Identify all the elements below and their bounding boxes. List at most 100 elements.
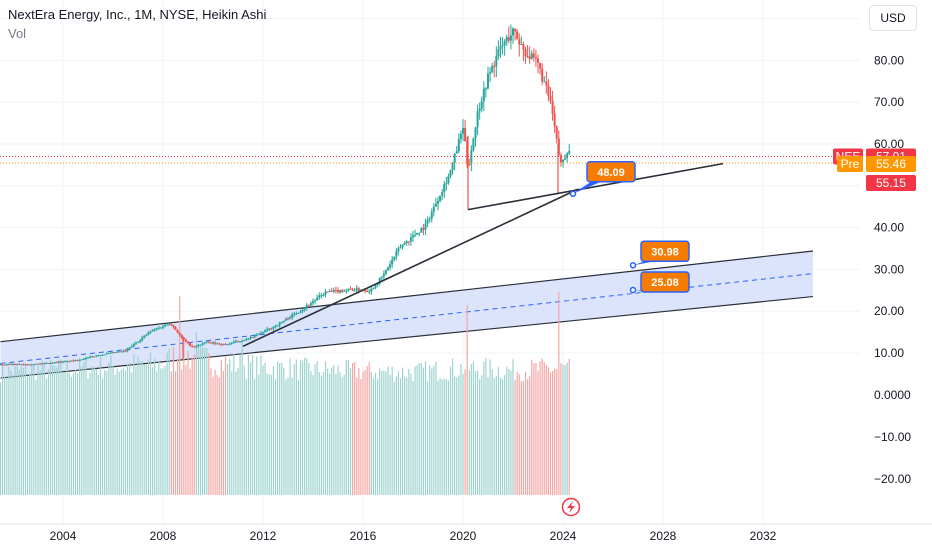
volume-bar xyxy=(337,365,339,495)
candle-body xyxy=(262,332,264,334)
candle-body xyxy=(557,138,560,156)
volume-bar xyxy=(129,362,131,495)
candle-body xyxy=(149,331,152,333)
price-tick-label: 10.00 xyxy=(874,346,904,360)
candle-body xyxy=(299,311,302,313)
channel-lower-line[interactable] xyxy=(0,295,814,379)
candle-body xyxy=(391,259,394,265)
volume-bar xyxy=(304,357,306,495)
candle-body xyxy=(387,267,389,271)
volume-bar xyxy=(110,355,112,495)
volume-bar xyxy=(72,373,75,495)
volume-bar xyxy=(329,373,331,495)
trendline[interactable] xyxy=(242,188,579,348)
volume-bar xyxy=(335,374,337,495)
price-tick-label: 80.00 xyxy=(874,53,904,67)
candle-body xyxy=(218,343,221,345)
volume-bar xyxy=(408,368,410,495)
trendlines[interactable] xyxy=(242,162,724,348)
volume-bar xyxy=(124,370,127,495)
volume-bar xyxy=(566,362,568,495)
candle-body xyxy=(439,195,442,202)
price-callout[interactable]: 30.98 xyxy=(629,240,690,269)
channel-mid-line[interactable] xyxy=(0,273,814,364)
callout-pointer xyxy=(633,261,655,266)
candle-body xyxy=(353,290,356,292)
volume-bar xyxy=(104,370,106,495)
volume-bar xyxy=(187,351,189,495)
volume-bar xyxy=(24,363,27,495)
volume-bar xyxy=(141,361,143,495)
candle-body xyxy=(234,341,237,343)
price-callouts[interactable]: 48.09 30.98 25.08 xyxy=(569,161,690,294)
candle-body xyxy=(505,37,508,42)
volume-bar xyxy=(85,358,87,495)
candle-body xyxy=(443,184,446,193)
volume-bar xyxy=(16,365,18,495)
candle-body xyxy=(326,291,329,293)
candle-body xyxy=(493,65,496,67)
candle-body xyxy=(45,362,48,364)
candle-body xyxy=(482,88,485,102)
candle-body xyxy=(355,288,358,291)
channel-upper-line[interactable] xyxy=(0,250,814,343)
candle-body xyxy=(237,341,239,343)
volume-bar xyxy=(160,368,162,495)
volume-bar xyxy=(556,368,558,495)
time-axis[interactable]: 2004 2008 2012 2016 2020 2024 2028 2032 xyxy=(0,523,932,543)
candle-body xyxy=(374,284,377,289)
volume-bar xyxy=(10,370,12,495)
candle-body xyxy=(537,58,539,63)
candle-body xyxy=(47,362,50,364)
price-callout[interactable]: 48.09 xyxy=(569,161,636,198)
volume-bar xyxy=(106,370,108,495)
candle-body xyxy=(491,65,494,73)
callout-label: 48.09 xyxy=(597,167,625,179)
candle-body xyxy=(293,313,296,315)
trendline[interactable] xyxy=(467,162,724,211)
volume-bar xyxy=(164,365,166,495)
currency-button[interactable]: USD xyxy=(869,5,917,31)
lightning-icon[interactable] xyxy=(561,497,581,517)
candle-body xyxy=(516,31,519,40)
candle-body xyxy=(543,81,546,83)
candle-body xyxy=(203,342,206,344)
candle-body xyxy=(287,318,289,320)
candle-body xyxy=(249,337,252,339)
volume-bar xyxy=(270,374,272,495)
candle-body xyxy=(332,290,335,292)
volume-bar xyxy=(224,356,227,495)
candle-body xyxy=(509,35,512,41)
price-callout[interactable]: 25.08 xyxy=(629,271,690,294)
candle-body xyxy=(307,305,310,307)
volume-bar xyxy=(506,366,508,495)
candle-body xyxy=(559,155,562,163)
candle-body xyxy=(320,295,323,297)
candle-body xyxy=(462,127,464,134)
time-tick-label: 2032 xyxy=(750,529,777,543)
volume-bar xyxy=(6,377,8,495)
volume-bar xyxy=(156,371,158,495)
callout-box xyxy=(586,161,636,183)
candle-body xyxy=(297,312,300,314)
candle-body xyxy=(414,234,417,236)
volume-bar xyxy=(147,359,150,495)
volume-bar xyxy=(404,376,406,495)
volume-bar xyxy=(535,363,537,495)
volume-bar xyxy=(145,364,147,495)
volume-tick-label: −10.00 xyxy=(874,430,911,444)
candle-body xyxy=(341,290,344,292)
candle-body xyxy=(180,334,183,338)
volume-bar xyxy=(316,360,318,495)
volume-bar xyxy=(43,362,45,495)
volume-bar xyxy=(66,360,68,495)
candle-body xyxy=(1,364,4,366)
volume-bar xyxy=(135,366,137,495)
regression-channel[interactable] xyxy=(0,251,814,379)
volume-bar xyxy=(33,365,35,495)
candle-body xyxy=(59,361,62,363)
candle-body xyxy=(518,39,521,45)
volume-bar xyxy=(91,365,93,495)
candle-body xyxy=(347,288,350,291)
